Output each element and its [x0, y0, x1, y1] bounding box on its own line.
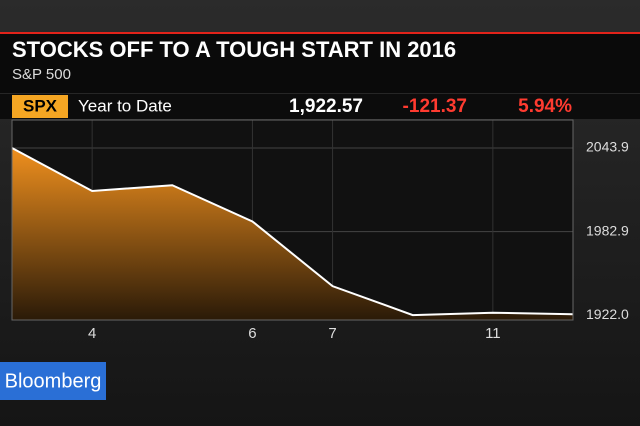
price-line [11, 147, 574, 317]
last-price: 1,922.57 [289, 96, 363, 117]
header-band [0, 33, 640, 93]
y-tick-label: 1982.9 [586, 222, 629, 238]
brand-box [0, 362, 106, 400]
plot-border [11, 119, 574, 321]
info-band [0, 94, 640, 119]
x-tick-label: 7 [328, 325, 336, 342]
x-tick-label: 4 [88, 325, 96, 342]
brand: Bloomberg [5, 370, 102, 392]
title: STOCKS OFF TO A TOUGH START IN 2016 [12, 37, 456, 62]
y-tick-label: 1922.0 [586, 306, 629, 322]
x-tick-label: 11 [485, 325, 501, 342]
ticker: SPX [23, 96, 58, 115]
plot: 2043.9 1982.9 1922.0 4 6 7 11 [11, 119, 629, 342]
area-fill [12, 147, 573, 320]
y-tick-label: 2043.9 [586, 139, 629, 155]
pct-change: 5.94% [518, 96, 572, 117]
subtitle: S&P 500 [12, 66, 71, 83]
header-rule [0, 32, 640, 34]
x-tick-label: 6 [248, 325, 256, 342]
ticker-box [12, 95, 68, 118]
net-change: -121.37 [403, 96, 467, 117]
period: Year to Date [78, 96, 172, 115]
